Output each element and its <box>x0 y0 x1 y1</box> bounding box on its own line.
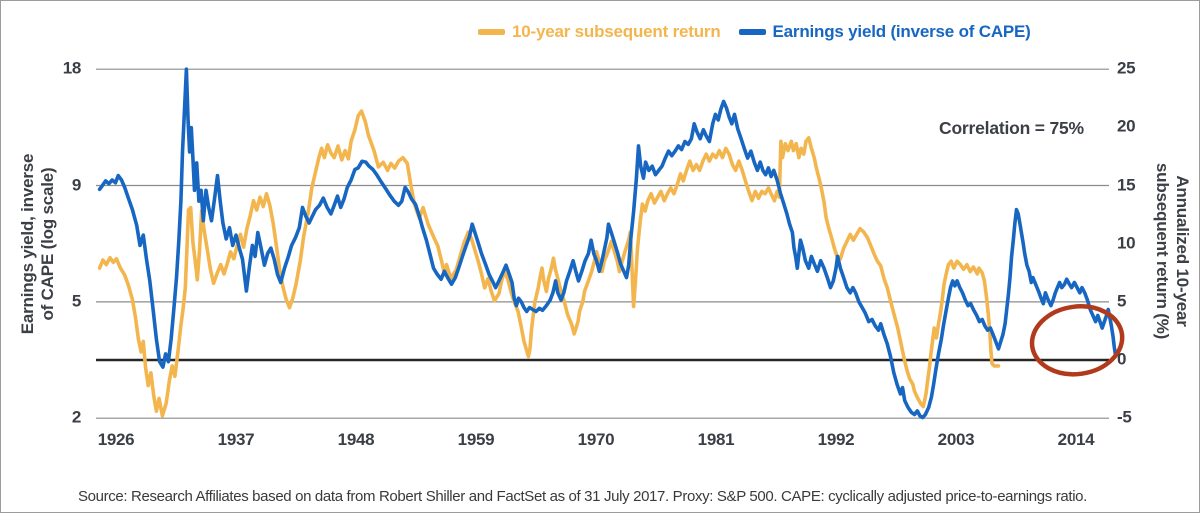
legend-label-earnings-yield: Earnings yield (inverse of CAPE) <box>772 22 1031 41</box>
x-axis-tick: 1937 <box>217 430 255 449</box>
legend-label-subsequent-return: 10-year subsequent return <box>512 22 721 41</box>
legend-item-earnings-yield: Earnings yield (inverse of CAPE) <box>738 22 1031 42</box>
right-axis-tick: -5 <box>1117 407 1132 427</box>
left-axis-tick: 18 <box>62 58 82 78</box>
right-axis-tick: 5 <box>1117 291 1127 311</box>
correlation-label: Correlation = 75% <box>939 118 1084 138</box>
correlation-ellipse-annotation <box>1029 304 1125 377</box>
x-axis-tick: 2014 <box>1057 430 1095 449</box>
x-axis-tick: 2003 <box>937 430 975 449</box>
x-axis-tick: 1992 <box>817 430 855 449</box>
right-axis-tick: 10 <box>1117 233 1136 253</box>
right-axis-tick: 0 <box>1117 349 1127 369</box>
x-axis-tick: 1926 <box>97 430 135 449</box>
legend-item-subsequent-return: 10-year subsequent return <box>478 22 721 42</box>
left-axis-tick: 2 <box>71 407 81 427</box>
right-axis-tick: 20 <box>1117 116 1136 136</box>
x-axis-tick: 1981 <box>697 430 735 449</box>
legend: 10-year subsequent return Earnings yield… <box>478 22 1031 42</box>
subsequent-return-line <box>97 109 1001 418</box>
earnings-yield-line <box>97 67 1118 420</box>
right-axis-tick: 25 <box>1117 58 1136 78</box>
left-axis-tick: 9 <box>71 175 81 195</box>
subsequent-return-line-swatch-icon <box>478 29 505 35</box>
x-axis-tick: 1948 <box>337 430 375 449</box>
x-axis-tick: 1959 <box>457 430 495 449</box>
x-axis-tick: 1970 <box>577 430 615 449</box>
earnings-yield-line-swatch-icon <box>738 29 766 35</box>
source-note: Source: Research Affiliates based on dat… <box>78 488 1087 505</box>
left-axis-tick: 5 <box>71 291 81 311</box>
right-axis-tick: 15 <box>1117 175 1136 195</box>
